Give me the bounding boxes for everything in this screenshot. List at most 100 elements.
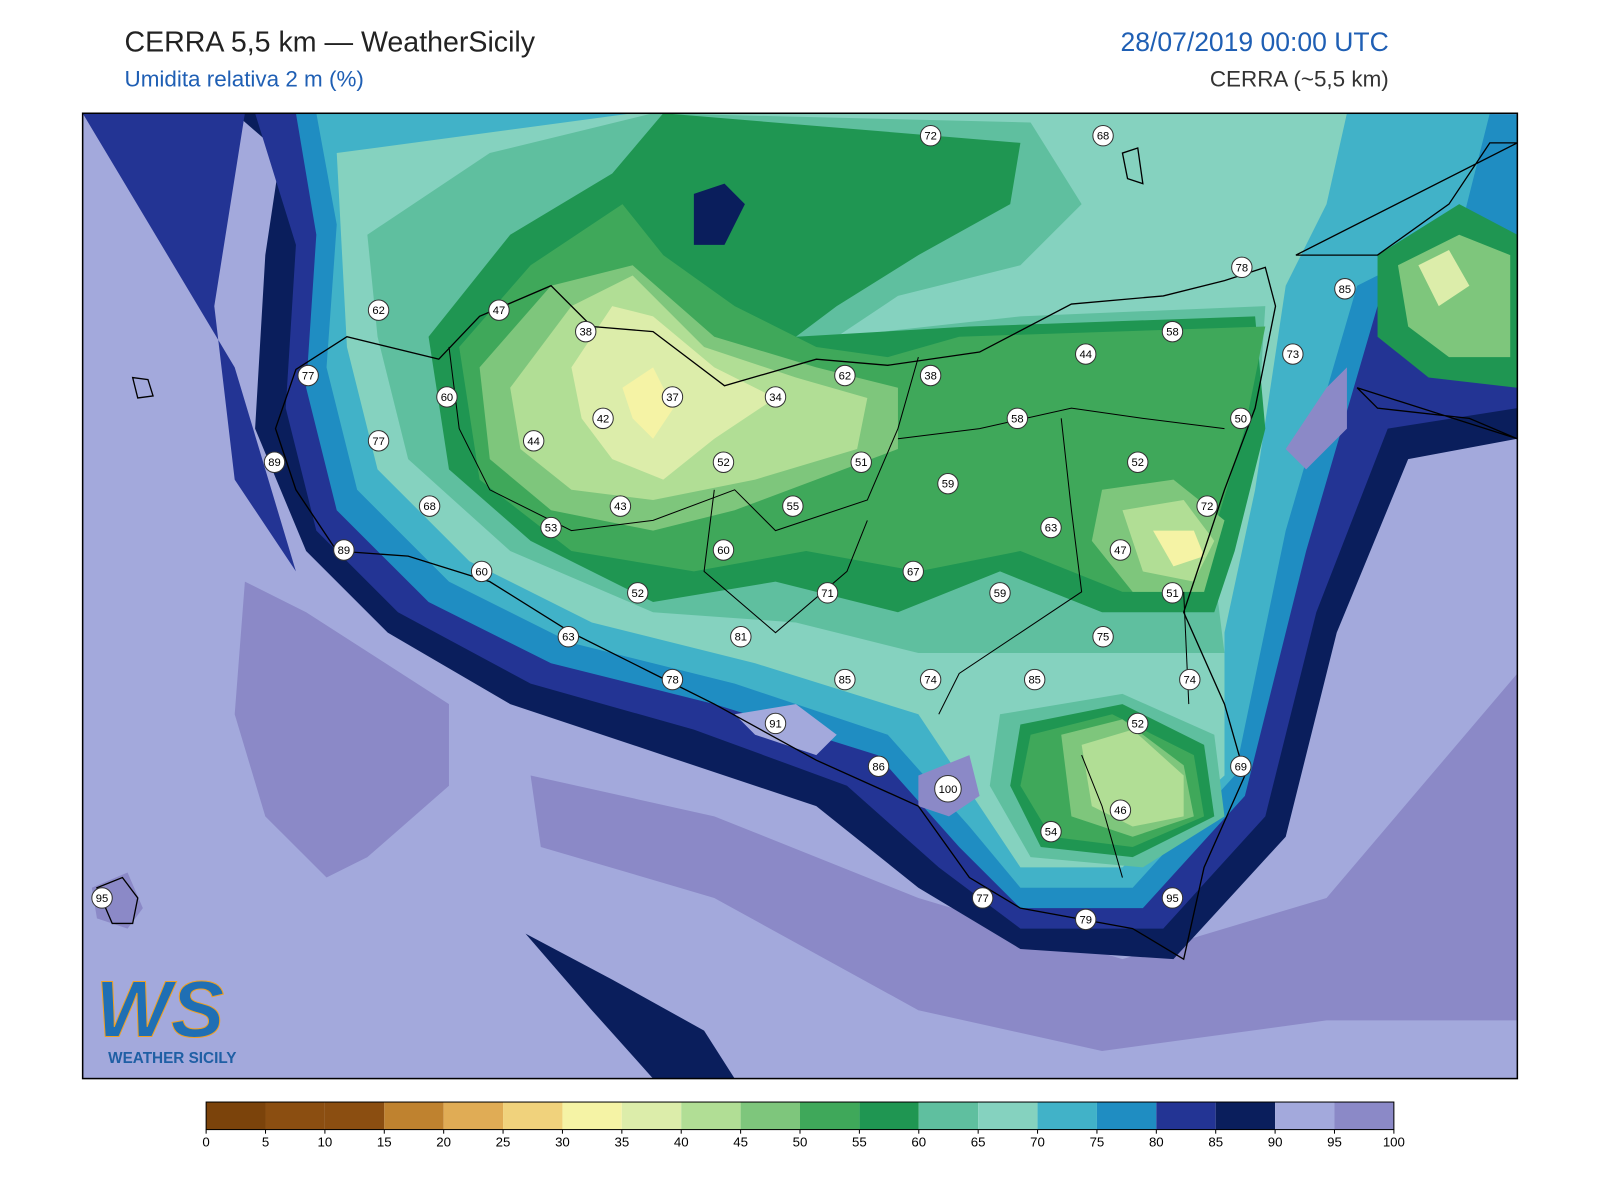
station-value: 77 (976, 893, 988, 905)
station-marker (1230, 755, 1252, 778)
logo-mark: WS (96, 964, 224, 1053)
station-marker (816, 582, 839, 604)
colorbar-tick-label: 75 (1090, 1134, 1105, 1149)
station-value: 71 (821, 588, 833, 600)
station-value: 74 (924, 675, 936, 687)
colorbar-swatch (740, 1102, 800, 1130)
station: 69 (1230, 755, 1252, 778)
station-marker (1006, 407, 1029, 430)
station-value: 72 (1201, 501, 1213, 513)
colorbar-swatch (918, 1102, 979, 1130)
colorbar-tick-label: 20 (436, 1134, 451, 1149)
station: 52 (712, 451, 735, 473)
station-marker (919, 125, 942, 147)
station-marker (834, 668, 856, 691)
station-value: 42 (597, 413, 609, 425)
province-border (938, 418, 1083, 715)
colorbar-tick-label: 5 (262, 1134, 269, 1149)
station-value: 53 (545, 523, 557, 535)
station-marker (1092, 125, 1114, 147)
coastline (96, 876, 139, 925)
station-marker (367, 430, 390, 452)
station-value: 51 (1166, 588, 1178, 600)
contour-region (1285, 367, 1347, 470)
station-marker (834, 364, 856, 387)
station-marker (1040, 820, 1062, 843)
station-value: 46 (1114, 805, 1126, 817)
station: 81 (730, 626, 752, 648)
title: CERRA 5,5 km — WeatherSicily (124, 26, 535, 58)
station-value: 38 (924, 370, 936, 382)
colorbar-tick-label: 25 (496, 1134, 511, 1149)
colorbar-tick-label: 95 (1327, 1134, 1342, 1149)
station-marker (712, 451, 735, 473)
station-marker (263, 451, 286, 473)
station-marker (919, 364, 942, 387)
station-value: 37 (666, 392, 678, 404)
province-border (448, 346, 919, 532)
station-marker (91, 887, 113, 909)
station-value: 100 (939, 784, 958, 796)
station-marker (850, 451, 872, 473)
colorbar-tick-label: 0 (202, 1134, 209, 1149)
station: 58 (1161, 320, 1184, 343)
colorbar-swatch (503, 1102, 563, 1130)
contour-region (1418, 250, 1470, 307)
station: 85 (834, 668, 856, 691)
station-marker (1282, 343, 1304, 365)
station-marker (1127, 712, 1149, 735)
station: 51 (1161, 582, 1184, 604)
station: 89 (333, 539, 355, 561)
station: 50 (1230, 407, 1252, 430)
colorbar-tick-label: 55 (852, 1134, 867, 1149)
coastline (1356, 387, 1518, 440)
station-value: 58 (1166, 327, 1178, 339)
station: 55 (782, 495, 804, 517)
station-marker (764, 712, 787, 735)
station-marker (436, 386, 458, 408)
station-value: 75 (1097, 632, 1109, 644)
colorbar-swatch (443, 1102, 504, 1130)
colorbar-tick-label: 40 (674, 1134, 689, 1149)
station: 78 (1231, 256, 1253, 279)
colorbar-swatch (1156, 1102, 1216, 1130)
contour-region (530, 673, 1518, 1052)
colorbar-swatch (1096, 1102, 1157, 1130)
colorbar-tick-label: 80 (1149, 1134, 1164, 1149)
station-value: 59 (994, 588, 1006, 600)
station-value: 44 (1079, 349, 1091, 361)
contour-region (91, 872, 143, 929)
colorbar-swatch (324, 1102, 385, 1130)
station: 63 (557, 626, 580, 648)
station-marker (764, 386, 787, 408)
station-marker (971, 887, 994, 909)
station-marker (1231, 256, 1253, 279)
station-value: 34 (769, 392, 781, 404)
station: 52 (627, 582, 649, 604)
contour-region (525, 933, 735, 1079)
station-marker (730, 626, 752, 648)
colorbar-tick-label: 10 (318, 1134, 333, 1149)
station-value: 85 (1028, 675, 1040, 687)
station-marker (592, 407, 614, 430)
station: 51 (850, 451, 872, 473)
station: 46 (1109, 799, 1132, 821)
map-frame (81, 112, 1519, 1080)
station-value: 60 (717, 545, 729, 557)
station: 53 (540, 516, 562, 539)
station-value: 85 (1339, 284, 1351, 296)
station-value: 63 (562, 632, 574, 644)
station-value: 54 (1045, 827, 1057, 839)
station: 68 (1092, 125, 1114, 147)
station-value: 47 (1114, 545, 1126, 557)
station-value: 78 (666, 675, 678, 687)
station-value: 77 (372, 436, 384, 448)
station: 95 (1161, 887, 1184, 909)
station-marker (1040, 516, 1062, 539)
station-value: 69 (1235, 761, 1247, 773)
station: 59 (989, 582, 1011, 604)
station-value: 89 (338, 545, 350, 557)
colorbar-swatch (1037, 1102, 1097, 1130)
station-value: 47 (493, 305, 505, 317)
